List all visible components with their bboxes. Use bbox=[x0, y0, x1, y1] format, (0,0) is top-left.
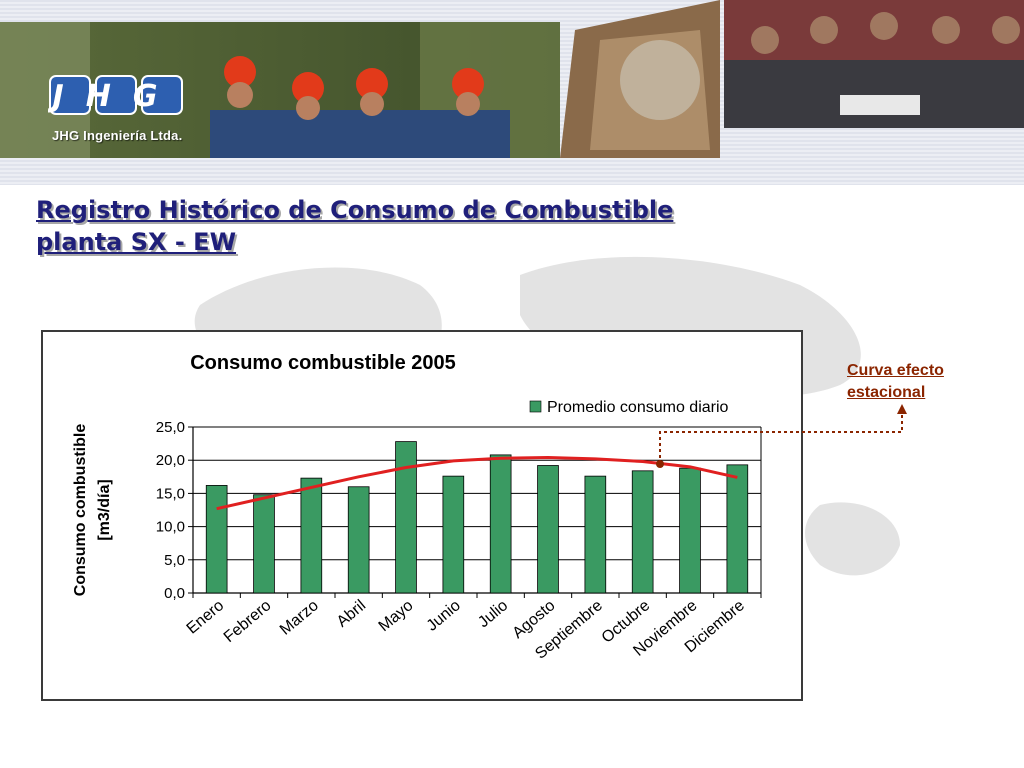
slide-title: Registro Histórico de Consumo de Combust… bbox=[36, 194, 796, 258]
bar-enero bbox=[205, 485, 228, 594]
y-tick-label: 0,0 bbox=[164, 585, 185, 602]
bar-julio bbox=[489, 454, 512, 594]
chart-panel: Consumo combustible 2005 Promedio consum… bbox=[41, 330, 803, 701]
bar-mayo bbox=[395, 441, 417, 594]
meeting-photo bbox=[724, 0, 1024, 128]
seasonal-curve-annotation: Curva efecto estacional bbox=[847, 360, 987, 404]
logo-text: JHG bbox=[48, 79, 179, 114]
slide-title-line-2: planta SX - EW bbox=[36, 228, 237, 256]
y-tick-label: 15,0 bbox=[156, 485, 185, 502]
x-tick-label: Marzo bbox=[277, 597, 322, 639]
workers-photo bbox=[0, 22, 560, 158]
bar-octubre bbox=[631, 470, 654, 594]
seasonal-trend-line bbox=[216, 456, 738, 511]
bar-junio bbox=[442, 475, 465, 594]
bar-febrero bbox=[253, 494, 275, 594]
fuel-consumption-chart: Consumo combustible 2005 Promedio consum… bbox=[72, 352, 762, 663]
y-tick-label: 25,0 bbox=[156, 419, 185, 436]
x-tick-label: Enero bbox=[184, 597, 228, 638]
bar-noviembre bbox=[679, 467, 701, 594]
chart-title: Consumo combustible 2005 bbox=[190, 352, 456, 374]
jhg-logo: JHG bbox=[48, 75, 183, 115]
x-tick-label: Mayo bbox=[376, 597, 417, 635]
y-axis-label-line-1: Consumo combustible bbox=[72, 424, 89, 597]
y-axis-label-line-2: [m3/día] bbox=[96, 479, 113, 540]
y-tick-label: 20,0 bbox=[156, 452, 185, 469]
brand-caption: JHG Ingeniería Ltda. bbox=[52, 128, 183, 143]
slide-title-line-1: Registro Histórico de Consumo de Combust… bbox=[36, 196, 674, 224]
bar-agosto bbox=[537, 465, 559, 594]
annotation-line-2: estacional bbox=[847, 384, 926, 401]
banner-photo-collage bbox=[0, 0, 1024, 185]
legend-label: Promedio consumo diario bbox=[547, 399, 729, 416]
bar-marzo bbox=[300, 477, 323, 594]
chart-legend: Promedio consumo diario bbox=[529, 399, 729, 416]
x-tick-label: Junio bbox=[424, 597, 464, 635]
legend-swatch bbox=[529, 400, 542, 413]
bar-septiembre bbox=[584, 475, 607, 594]
x-tick-label: Abril bbox=[334, 597, 369, 631]
y-tick-label: 10,0 bbox=[156, 519, 185, 536]
bar-abril bbox=[347, 486, 370, 594]
bar-diciembre bbox=[726, 464, 749, 594]
annotation-line-1: Curva efecto bbox=[847, 362, 944, 379]
plant-photo bbox=[560, 0, 720, 158]
y-tick-label: 5,0 bbox=[164, 552, 185, 569]
y-axis-label: Consumo combustible [m3/día] bbox=[72, 424, 113, 597]
x-tick-label: Febrero bbox=[221, 597, 275, 646]
header-banner: JHG JHG Ingeniería Ltda. bbox=[0, 0, 1024, 185]
x-tick-label: Julio bbox=[475, 597, 511, 631]
